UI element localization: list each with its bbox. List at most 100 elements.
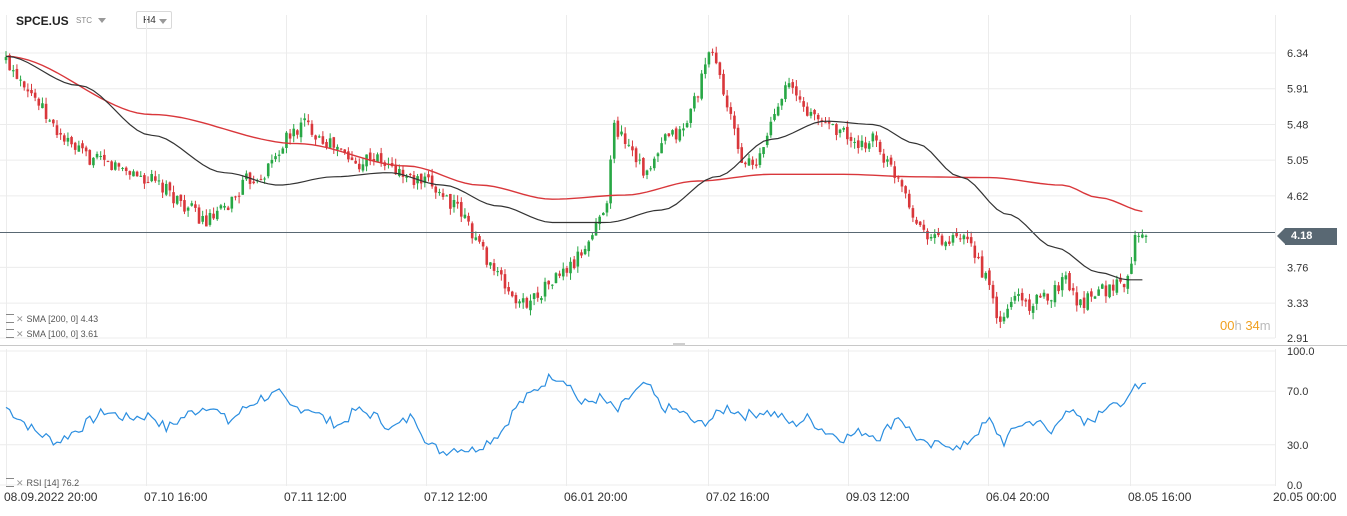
- candle-body: [867, 143, 871, 149]
- candle-body: [754, 164, 758, 166]
- timeframe-select[interactable]: H4: [136, 11, 172, 29]
- candle-body: [762, 147, 765, 155]
- candle-body: [22, 81, 26, 88]
- legend-rsi[interactable]: ✕ RSI [14] 76.2: [6, 477, 79, 489]
- candle-body: [696, 96, 700, 98]
- candle-body: [347, 151, 350, 160]
- candle-body: [791, 82, 795, 88]
- candle-body: [769, 121, 773, 136]
- candle-body: [551, 284, 554, 286]
- candle-body: [263, 178, 266, 180]
- candle-body: [882, 153, 886, 163]
- candle-body: [419, 173, 423, 184]
- rsi-tick-label: 70.0: [1287, 386, 1308, 398]
- candle-body: [714, 52, 718, 64]
- candle-body: [602, 212, 605, 216]
- candle-body: [423, 176, 427, 184]
- candle-body: [132, 171, 135, 177]
- candle-body: [365, 154, 368, 167]
- pane-resize-handle[interactable]: [673, 343, 685, 346]
- candle-body: [1009, 301, 1013, 308]
- candle-body: [813, 109, 816, 115]
- candle-body: [270, 159, 274, 164]
- candle-body: [780, 98, 784, 106]
- close-icon[interactable]: ✕: [16, 314, 24, 324]
- candle-body: [1126, 275, 1130, 289]
- candle-body: [470, 223, 474, 239]
- candle-body: [1020, 292, 1024, 301]
- candle-body: [703, 64, 707, 75]
- candle-body: [642, 157, 645, 176]
- candle-body: [168, 182, 172, 191]
- legend-sma-100-params: [100, 0]: [48, 329, 79, 339]
- candle-body: [1115, 279, 1119, 293]
- price-tick-label: 4.62: [1287, 191, 1308, 203]
- candle-body: [722, 73, 725, 95]
- close-icon[interactable]: ✕: [16, 329, 24, 339]
- candle-body: [623, 133, 627, 144]
- timeframe-chevron-down-icon: [159, 19, 167, 24]
- candle-body: [667, 133, 671, 137]
- candle-body: [164, 183, 168, 195]
- candle-body: [773, 114, 776, 120]
- candle-body: [645, 170, 649, 175]
- time-tick-label: 06.04 20:00: [986, 490, 1050, 504]
- time-tick-label: 08.09.2022 20:00: [4, 490, 98, 504]
- candle-body: [223, 205, 226, 208]
- candle-body: [172, 192, 175, 204]
- candle-body: [33, 92, 37, 98]
- candle-body: [52, 119, 55, 124]
- candle-body: [889, 157, 893, 165]
- candle-body: [576, 251, 580, 267]
- candle-body: [1071, 287, 1075, 291]
- candle-body: [831, 124, 835, 126]
- countdown-minutes-unit: m: [1259, 318, 1271, 333]
- candle-body: [103, 154, 106, 160]
- candle-body: [121, 167, 124, 169]
- candle-body: [955, 232, 958, 237]
- close-icon[interactable]: ✕: [16, 478, 24, 488]
- candle-body: [747, 158, 751, 166]
- candle-body: [561, 268, 565, 277]
- candle-body: [59, 132, 62, 135]
- current-price-tag: 4.18: [1277, 228, 1337, 245]
- candle-body: [48, 120, 52, 122]
- candle-body: [587, 241, 591, 252]
- legend-sma-200[interactable]: ✕ SMA [200, 0] 4.43: [6, 313, 98, 325]
- time-tick-label: 09.03 12:00: [846, 490, 910, 504]
- candle-body: [215, 210, 219, 220]
- settings-icon[interactable]: [6, 314, 14, 323]
- candle-body: [317, 136, 321, 138]
- candle-body: [314, 135, 317, 140]
- settings-icon[interactable]: [6, 329, 14, 338]
- price-tick-label: 5.05: [1287, 155, 1308, 167]
- rsi-tick-label: 30.0: [1287, 440, 1308, 452]
- candle-body: [638, 159, 642, 161]
- candle-body: [1060, 277, 1064, 291]
- price-tick-label: 5.91: [1287, 84, 1308, 96]
- candle-body: [875, 135, 878, 141]
- symbol-chevron-down-icon[interactable]: [98, 18, 106, 23]
- candle-body: [682, 128, 685, 131]
- settings-icon[interactable]: [6, 478, 14, 487]
- candle-body: [944, 242, 947, 247]
- candle-body: [194, 204, 197, 208]
- candle-body: [580, 252, 583, 256]
- candle-body: [809, 111, 813, 116]
- legend-sma-200-label: SMA: [26, 314, 46, 324]
- candle-body: [540, 298, 543, 301]
- rsi-tick-label: 100.0: [1287, 346, 1315, 358]
- candle-body: [514, 295, 518, 304]
- candle-body: [81, 143, 84, 149]
- candle-body: [966, 236, 969, 240]
- candle-body: [948, 241, 951, 244]
- candle-body: [787, 83, 791, 88]
- price-tick-label: 6.34: [1287, 48, 1308, 60]
- legend-sma-100[interactable]: ✕ SMA [100, 0] 3.61: [6, 328, 98, 340]
- symbol-label[interactable]: SPCE.US: [16, 14, 69, 28]
- countdown-hours-unit: h: [1234, 318, 1242, 333]
- candle-body: [784, 85, 787, 100]
- candle-body: [856, 140, 860, 149]
- candle-body: [951, 235, 955, 243]
